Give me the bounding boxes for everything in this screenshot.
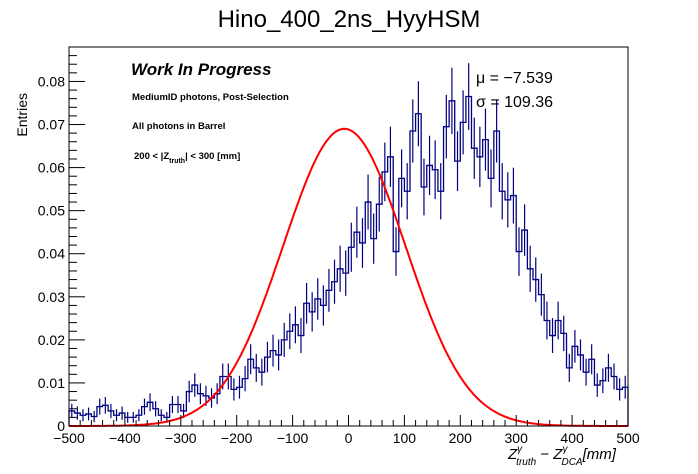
y-tick-label: 0.03: [38, 289, 65, 305]
x-tick-label: 500: [616, 430, 640, 446]
histogram-bin: [505, 200, 511, 426]
histogram-bin: [449, 101, 455, 426]
histogram-bin: [511, 196, 517, 426]
x-axis-label: Zγ truth − Zγ DCA[mm]: [507, 444, 617, 468]
x-tick-label: 400: [560, 430, 584, 446]
xlabel-sub2: DCA: [561, 457, 582, 468]
histogram-bin: [483, 140, 489, 426]
histogram-bin: [399, 178, 405, 426]
histogram-bin: [349, 247, 355, 426]
histogram-bin: [410, 131, 416, 426]
histogram-bin: [376, 204, 382, 426]
z-range-note: 200 < |Ztruth| < 300 [mm]: [134, 151, 240, 165]
y-tick-label: 0.01: [38, 375, 65, 391]
histogram-bin: [343, 273, 349, 426]
error-bars: [71, 63, 626, 423]
region-note: All photons in Barrel: [132, 121, 225, 132]
x-tick-label: 300: [505, 430, 529, 446]
x-tick-label: −500: [53, 430, 85, 446]
histogram-bin: [393, 252, 399, 426]
histogram-bin: [488, 178, 494, 426]
histogram-bin: [382, 172, 388, 426]
histogram-bin: [354, 232, 360, 426]
y-tick-label: 0.06: [38, 160, 65, 176]
fit-mean-label: μ = −7.539: [476, 70, 553, 87]
x-tick-label: −300: [165, 430, 197, 446]
histogram-bin: [527, 269, 533, 426]
histogram-bin: [404, 191, 410, 426]
histogram-bin: [427, 165, 433, 426]
histogram-bin: [416, 114, 422, 426]
histogram-bin: [365, 202, 371, 426]
histogram-bin: [432, 170, 438, 426]
histogram-bin: [477, 157, 483, 426]
x-tick-label: −100: [277, 430, 309, 446]
fit-sigma-label: σ = 109.36: [476, 94, 553, 111]
y-tick-label: 0.08: [38, 73, 65, 89]
histogram-bin: [471, 148, 477, 426]
xlabel-sub1: truth: [516, 457, 536, 468]
x-tick-label: 200: [449, 430, 473, 446]
y-tick-label: 0.02: [38, 332, 65, 348]
x-tick-label: −200: [221, 430, 253, 446]
histogram-series: [68, 95, 629, 426]
histogram-bin: [371, 239, 377, 426]
histogram-bin: [444, 127, 450, 426]
histogram-bin: [337, 269, 343, 426]
xlabel-unit: [mm]: [582, 446, 617, 463]
y-tick-label: 0.05: [38, 203, 65, 219]
xlabel-minus: −: [536, 446, 553, 463]
histogram-bin: [455, 161, 461, 426]
x-tick-label: 0: [345, 430, 353, 446]
x-tick-label: 100: [393, 430, 417, 446]
xlabel-z2: Z: [552, 446, 563, 463]
xlabel-sup2: γ: [562, 444, 568, 455]
gaussian-fit-curve: [69, 127, 628, 427]
y-tick-label: 0: [57, 418, 65, 434]
y-axis: 0 0.01 0.02 0.03 0.04 0.05 0.06 0.07 0.08: [38, 46, 85, 434]
y-tick-label: 0.07: [38, 117, 65, 133]
work-in-progress-label: Work In Progress: [131, 60, 271, 79]
y-tick-label: 0.04: [38, 246, 65, 262]
histogram-bin: [360, 243, 366, 426]
x-tick-label: −400: [109, 430, 141, 446]
histogram-bin: [438, 191, 444, 426]
chart-title: Hino_400_2ns_HyyHSM: [218, 6, 481, 33]
xlabel-z1: Z: [507, 446, 518, 463]
histogram-bin: [494, 131, 500, 426]
selection-note: MediumID photons, Post-Selection: [132, 92, 289, 103]
histogram-bin: [466, 97, 472, 426]
y-axis-label: Entries: [14, 93, 30, 137]
histogram-bin: [499, 191, 505, 426]
histogram-outline: [68, 95, 629, 426]
histogram-bin: [522, 230, 528, 426]
xlabel-sup1: γ: [517, 444, 523, 455]
histogram-bin: [516, 252, 522, 426]
x-axis: −500 −400 −300 −200 −100 0 100 200 300 400 500: [53, 415, 640, 446]
